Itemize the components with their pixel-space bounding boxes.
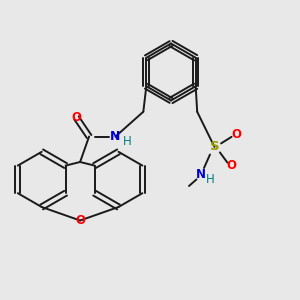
Text: O: O (231, 128, 241, 141)
Text: N: N (196, 167, 206, 181)
Text: H: H (206, 173, 215, 186)
Text: O: O (75, 214, 85, 227)
Text: S: S (210, 140, 219, 154)
Text: O: O (226, 159, 236, 172)
Text: O: O (71, 111, 82, 124)
Text: H: H (122, 135, 131, 148)
Text: N: N (110, 130, 121, 143)
